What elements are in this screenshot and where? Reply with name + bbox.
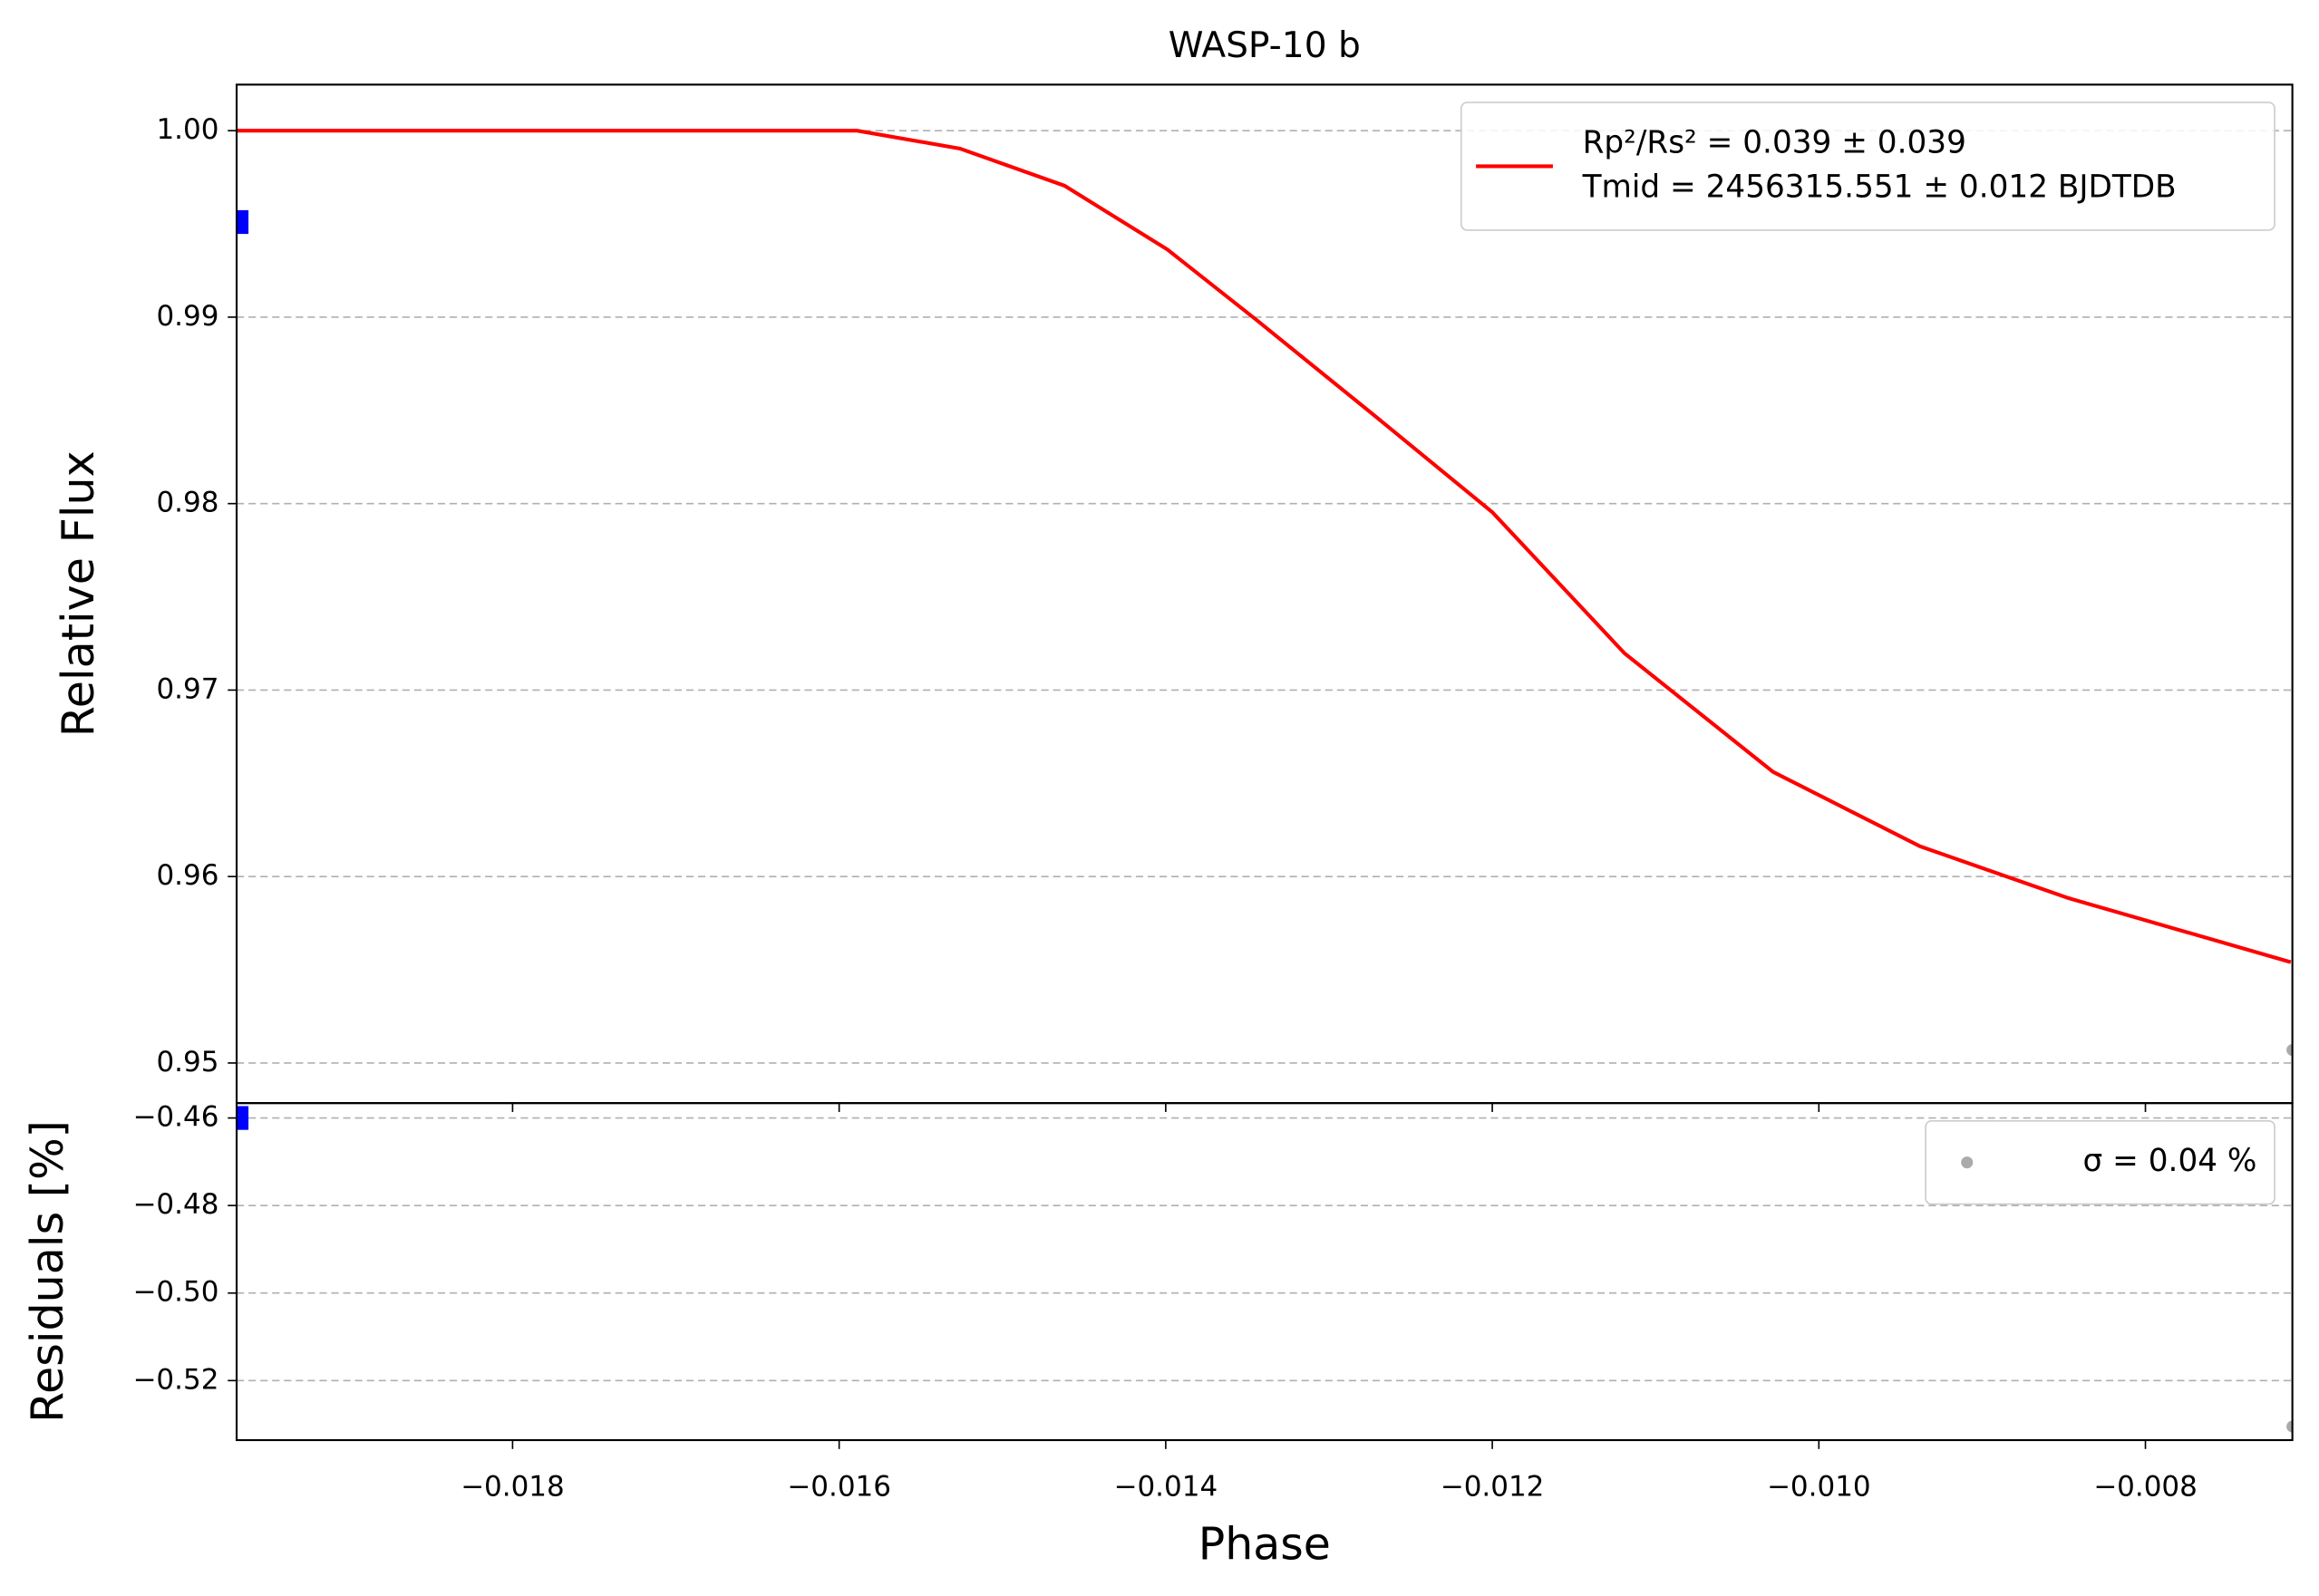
legend-swatch — [1961, 1156, 1974, 1169]
legend-box — [1925, 1119, 2275, 1205]
chart-title: WASP-10 b — [1169, 25, 1361, 66]
x-tick-label: −0.012 — [1441, 1470, 1545, 1503]
y-tick-label: 1.00 — [156, 113, 218, 146]
axes-frame — [235, 83, 2294, 1105]
y-axis-label: Residuals [%] — [21, 1120, 73, 1423]
model-line — [237, 129, 2292, 964]
data-point — [2286, 1420, 2293, 1433]
y-tick-label: 0.98 — [156, 487, 218, 519]
data-point — [2286, 1043, 2293, 1057]
legend-box — [1460, 102, 2275, 231]
x-tick-label: −0.014 — [1114, 1470, 1218, 1503]
y-tick-label: 0.96 — [156, 859, 218, 892]
y-tick-label: 0.99 — [156, 300, 218, 333]
legend-label: Rp²/Rs² = 0.039 ± 0.039 — [1583, 124, 1966, 160]
x-tick-label: −0.010 — [1767, 1470, 1871, 1503]
data-point — [237, 1106, 249, 1130]
axes-frame — [235, 1102, 2294, 1442]
y-tick-label: 0.97 — [156, 672, 218, 705]
x-tick-label: −0.008 — [2093, 1470, 2198, 1503]
legend-annotation: Tmid = 2456315.551 ± 0.012 BJDTDB — [1582, 169, 2177, 205]
x-axis-label: Phase — [1198, 1517, 1331, 1570]
legend-label: σ = 0.04 % — [2083, 1143, 2257, 1179]
y-tick-label: 0.95 — [156, 1046, 218, 1079]
x-tick-label: −0.016 — [787, 1470, 891, 1503]
y-axis-label: Relative Flux — [52, 450, 104, 737]
x-tick-label: −0.018 — [461, 1470, 565, 1503]
data-point — [237, 209, 249, 235]
plot-area — [237, 1106, 2293, 1433]
y-tick-label: −0.46 — [132, 1101, 218, 1134]
y-tick-label: −0.50 — [132, 1276, 218, 1309]
plot-area — [237, 129, 2293, 1057]
y-tick-label: −0.52 — [132, 1363, 218, 1396]
y-tick-label: −0.48 — [132, 1188, 218, 1221]
